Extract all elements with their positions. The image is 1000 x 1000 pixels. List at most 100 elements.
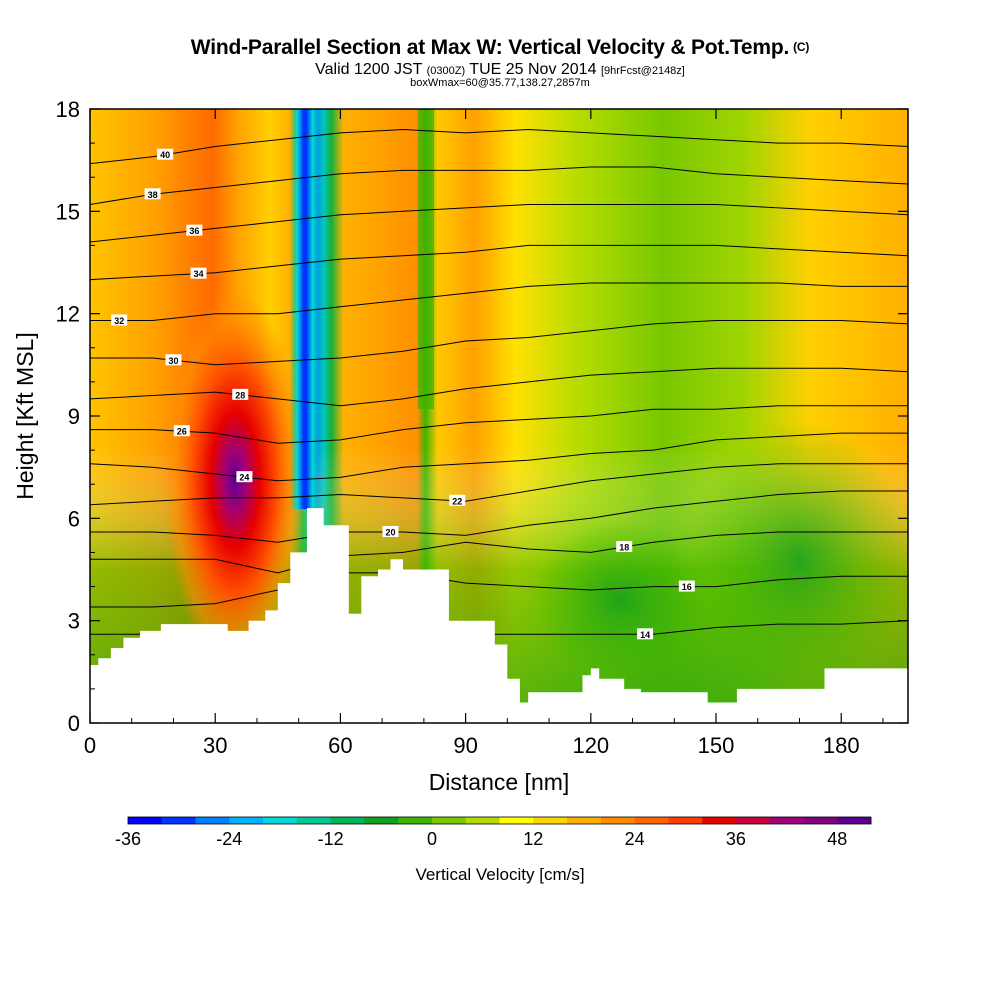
colorbar-tick-label: -36: [115, 829, 141, 849]
forecast-info: [9hrFcst@2148z]: [600, 65, 685, 77]
y-tick-label: 12: [56, 302, 80, 327]
vertical-velocity-field: 14 16 18 20 22 24 26 28 30 32 34 36 38 40: [90, 109, 908, 723]
contour-label: 26: [177, 427, 187, 437]
theta-contour-line: [90, 244, 908, 281]
green-region-east: [690, 420, 908, 700]
contour-label: 30: [168, 356, 178, 366]
contour-label-bg: [157, 148, 174, 160]
colorbar-swatch: [567, 817, 602, 824]
colorbar-swatch: [735, 817, 770, 824]
terrain-mask: [90, 508, 908, 723]
colorbar-frame: [127, 816, 872, 825]
y-tick-label: 3: [68, 609, 80, 634]
contour-label-bg: [186, 224, 203, 236]
downdraft-core: [290, 109, 320, 509]
valid-date: TUE 25 Nov 2014: [469, 61, 597, 78]
x-tick-label: 90: [453, 733, 477, 758]
colorbar-swatch: [364, 817, 399, 824]
contour-label-bg: [637, 628, 654, 640]
colorbar-tick-label: 48: [827, 829, 847, 849]
contour-label: 28: [235, 390, 245, 400]
colorbar-swatch: [128, 817, 163, 824]
colorbar-swatch: [431, 817, 467, 824]
theta-contour-line: [90, 204, 908, 243]
colorbar-swatch: [837, 817, 872, 824]
theta-contour-line: [90, 432, 908, 482]
colorbar-swatch: [263, 817, 298, 824]
utc-time: (0300Z): [426, 65, 466, 77]
contour-label-bg: [190, 267, 207, 279]
colorbar-swatch: [634, 817, 669, 824]
x-tick-label: 0: [84, 733, 96, 758]
x-tick-label: 120: [572, 733, 609, 758]
x-tick-label: 60: [328, 733, 352, 758]
colorbar-swatch: [161, 817, 196, 824]
contour-label-bg: [144, 188, 161, 200]
colorbar-tick-label: 12: [523, 829, 543, 849]
colorbar-tick-label: -12: [318, 829, 344, 849]
y-axis-label: Height [Kft MSL]: [12, 332, 38, 499]
colorbar-swatch: [668, 817, 703, 824]
x-tick-label: 180: [823, 733, 860, 758]
contour-label: 24: [239, 473, 249, 483]
colorbar-swatch: [533, 817, 568, 824]
colorbar-swatch: [769, 817, 804, 824]
contour-label: 40: [160, 150, 170, 160]
weak-downdraft: [418, 109, 434, 409]
theta-contour-line: [90, 405, 908, 444]
colorbar-tick-label: 36: [726, 829, 746, 849]
contour-label: 16: [682, 582, 692, 592]
contour-label-bg: [678, 580, 695, 592]
y-tick-label: 0: [68, 711, 80, 736]
theta-contours: 14 16 18 20 22 24 26 28 30 32 34 36 38 40: [90, 128, 908, 640]
contour-label: 36: [189, 226, 199, 236]
box-wmax-info: boxWmax=60@35.77,138.27,2857m: [410, 77, 590, 89]
theta-contour-line: [90, 166, 908, 205]
contour-label-bg: [111, 314, 128, 326]
x-axis-label: Distance [nm]: [429, 769, 570, 795]
theta-contour-line: [90, 463, 908, 506]
theta-contour-line: [90, 282, 908, 321]
colorbar-swatch: [499, 817, 534, 824]
contour-label: 22: [452, 496, 462, 506]
contour-label-bg: [616, 540, 633, 552]
theta-contour-line: [90, 128, 908, 165]
theta-contour-line: [90, 367, 908, 407]
contour-label: 18: [619, 542, 629, 552]
x-tick-label: 150: [698, 733, 735, 758]
chart-subtitle: Valid 1200 JST (0300Z) TUE 25 Nov 2014 […: [0, 61, 1000, 79]
y-tick-label: 6: [68, 506, 80, 531]
valid-time: Valid 1200 JST: [315, 61, 423, 78]
colorbar-tick-label: 24: [625, 829, 645, 849]
theta-contour-line: [90, 320, 908, 366]
colorbar-swatch: [702, 817, 737, 824]
contour-label-bg: [165, 354, 182, 366]
chart-title: Wind-Parallel Section at Max W: Vertical…: [0, 36, 1000, 60]
theta-contour-line: [90, 490, 908, 543]
contour-label-bg: [449, 494, 466, 506]
y-tick-label: 18: [56, 97, 80, 122]
colorbar-swatch: [229, 817, 264, 824]
colorbar: -36 -24 -12 0 12 24 36 48: [115, 816, 872, 849]
colorbar-swatch: [803, 817, 838, 824]
contour-label: 32: [114, 316, 124, 326]
y-tick-label: 15: [56, 199, 80, 224]
colorbar-swatch: [330, 817, 365, 824]
colorbar-swatch: [465, 817, 500, 824]
theta-contour-line: [90, 572, 908, 608]
contour-label-bg: [232, 388, 249, 400]
colorbar-swatch: [398, 817, 433, 824]
contour-label: 34: [194, 269, 204, 279]
x-tick-label: 30: [203, 733, 227, 758]
contour-label-bg: [382, 525, 399, 537]
contour-label-bg: [173, 425, 190, 437]
contour-label: 20: [385, 527, 395, 537]
colorbar-swatch: [296, 817, 331, 824]
colorbar-label: Vertical Velocity [cm/s]: [415, 865, 584, 884]
y-tick-label: 9: [68, 404, 80, 429]
contour-label-bg: [236, 471, 253, 483]
green-region-mid: [530, 520, 710, 680]
updraft-core: [165, 290, 305, 670]
